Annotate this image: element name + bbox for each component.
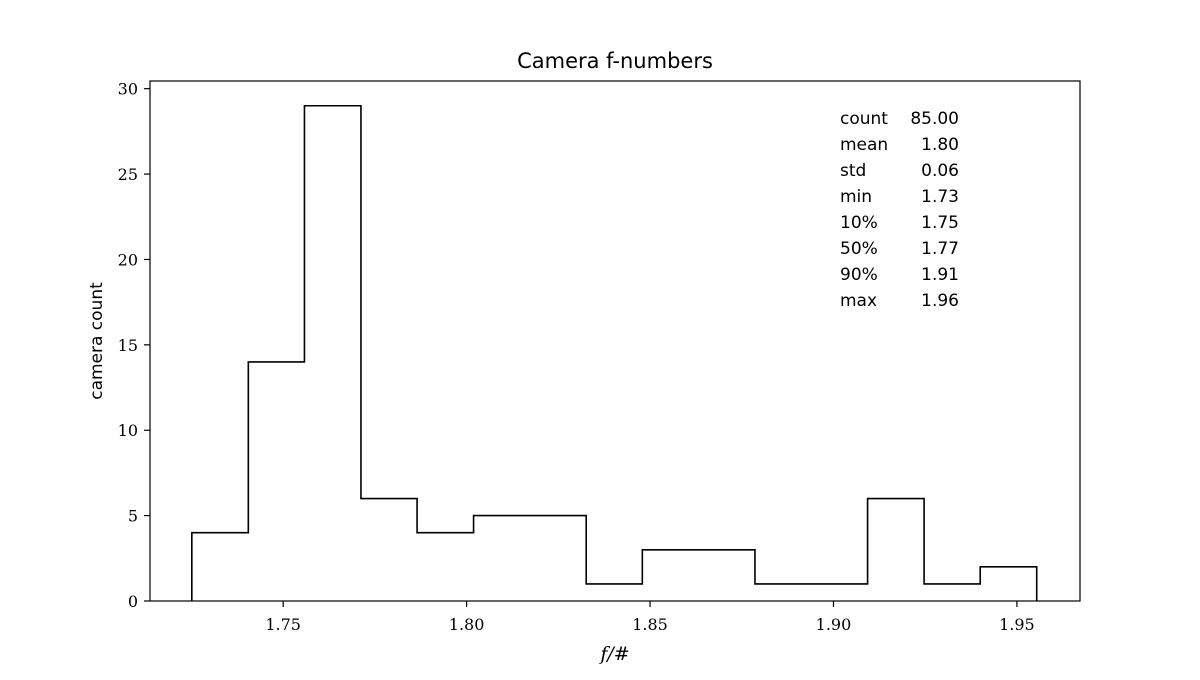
y-tick-label: 15 (118, 336, 138, 355)
histogram-bar (530, 516, 587, 601)
histogram-bar (361, 499, 417, 601)
x-tick-label: 1.80 (449, 615, 485, 634)
stat-value: 1.80 (921, 135, 959, 155)
stat-value: 1.73 (921, 187, 959, 207)
y-tick-label: 30 (118, 80, 138, 99)
stat-value: 0.06 (921, 161, 959, 181)
histogram-bar (474, 516, 530, 601)
stat-label: mean (840, 135, 888, 155)
x-tick-label: 1.90 (816, 615, 852, 634)
stat-label: 50% (840, 239, 878, 259)
histogram-bar (417, 533, 474, 601)
histogram-bar (248, 362, 304, 601)
x-axis-ticks: 1.75 1.80 1.85 1.90 1.95 (265, 601, 1035, 634)
stat-label: std (840, 161, 866, 181)
histogram-bar (755, 584, 812, 601)
histogram-layer (191, 104, 1038, 601)
stat-label: 10% (840, 213, 878, 233)
stats-table: count 85.00 mean 1.80 std 0.06 min 1.73 10% 1.75 5… (840, 109, 959, 311)
stat-value: 1.77 (921, 239, 959, 259)
x-tick-label: 1.85 (632, 615, 668, 634)
stat-label: count (840, 109, 888, 129)
y-tick-label: 25 (118, 165, 138, 184)
histogram-bar (980, 567, 1036, 601)
histogram-bar (868, 499, 925, 601)
y-tick-label: 5 (128, 507, 138, 526)
histogram-bar (192, 533, 249, 601)
stat-value: 1.75 (921, 213, 959, 233)
y-axis-label: camera count (87, 282, 107, 400)
histogram-bar (586, 584, 642, 601)
y-tick-label: 10 (118, 421, 138, 440)
stat-value: 1.91 (921, 265, 959, 285)
stat-label: 90% (840, 265, 878, 285)
y-tick-label: 20 (118, 250, 138, 269)
stat-value: 85.00 (910, 109, 959, 129)
y-tick-label: 0 (128, 592, 138, 611)
stat-label: min (840, 187, 872, 207)
stat-value: 1.96 (921, 291, 959, 311)
chart-title: Camera f-numbers (517, 49, 713, 73)
histogram-bar (304, 106, 361, 601)
histogram-bar (699, 550, 755, 601)
stat-label: max (840, 291, 877, 311)
x-tick-label: 1.95 (999, 615, 1035, 634)
y-axis-ticks: 0 5 10 15 20 25 30 (118, 80, 150, 611)
histogram-bar (642, 550, 699, 601)
x-tick-label: 1.75 (265, 615, 301, 634)
histogram-bar (811, 584, 867, 601)
x-axis-label: f/# (598, 643, 629, 665)
histogram-outline (191, 104, 1038, 601)
histogram-bar (924, 584, 980, 601)
plot-frame (149, 80, 1081, 602)
